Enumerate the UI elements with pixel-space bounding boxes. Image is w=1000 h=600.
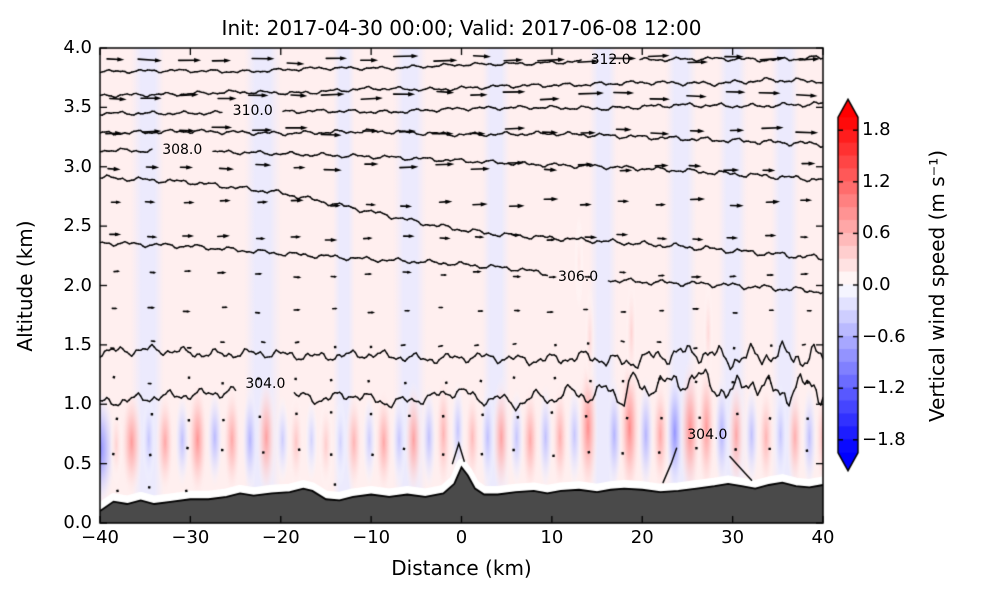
x-tick-label: −30 — [171, 527, 210, 548]
x-axis-label: Distance (km) — [391, 556, 532, 580]
y-tick-label: 1.0 — [63, 393, 92, 415]
y-tick-label: 1.5 — [63, 333, 92, 355]
colorbar-tick-label: −1.2 — [862, 377, 906, 399]
y-tick-label: 2.5 — [63, 215, 92, 237]
y-tick-label: 3.5 — [63, 96, 92, 118]
colorbar-tick-label: 0.0 — [862, 274, 891, 295]
contour-label: 304.0 — [687, 427, 728, 444]
colorbar-tick-label: 1.8 — [862, 119, 891, 141]
colorbar-tick-label: −1.8 — [862, 428, 906, 450]
x-tick-label: −40 — [81, 527, 119, 548]
plot-title: Init: 2017-04-30 00:00; Valid: 2017-06-0… — [221, 16, 702, 40]
x-tick-label: 10 — [540, 527, 564, 548]
contour-label: 304.0 — [245, 376, 286, 393]
x-tick-label: 20 — [630, 527, 654, 548]
x-tick-label: −10 — [352, 527, 391, 548]
colorbar-tick-label: 0.6 — [862, 222, 891, 244]
x-tick-label: 40 — [811, 527, 835, 548]
y-tick-label: 0.5 — [63, 452, 92, 474]
colorbar-tick-label: 1.2 — [862, 170, 891, 192]
contour-label: 312.0 — [590, 52, 631, 69]
y-tick-label: 3.0 — [63, 155, 92, 177]
contour-label: 308.0 — [162, 142, 203, 159]
x-tick-label: 30 — [721, 527, 745, 548]
x-tick-label: 0 — [455, 527, 468, 548]
y-tick-label: 2.0 — [63, 274, 92, 296]
y-tick-label: 0.0 — [63, 512, 92, 533]
y-tick-label: 4.0 — [63, 37, 92, 58]
x-tick-label: −20 — [261, 527, 300, 548]
colorbar-tick-label: −0.6 — [862, 325, 906, 347]
contour-label: 310.0 — [232, 103, 273, 120]
colorbar-label: Vertical wind speed (m s⁻¹) — [925, 149, 949, 423]
contour-label: 306.0 — [558, 269, 599, 286]
